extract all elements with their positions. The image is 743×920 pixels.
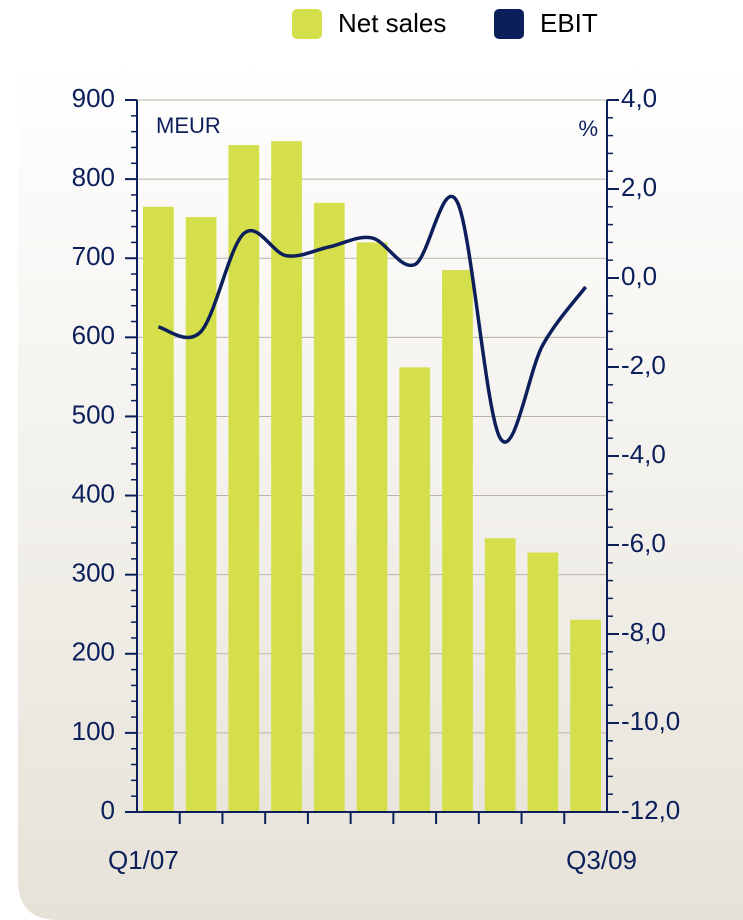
bar: [313, 202, 345, 812]
y2-tick-label: -12,0: [621, 795, 680, 825]
bar: [442, 270, 473, 813]
y2-tick-label: -2,0: [621, 350, 666, 380]
legend-label: EBIT: [540, 8, 598, 38]
y-tick-label: 400: [72, 478, 115, 508]
y-tick-label: 300: [72, 558, 115, 588]
ebit-line: [157, 194, 588, 444]
legend-swatch: [494, 9, 524, 39]
y-tick-label: 900: [72, 83, 115, 113]
legend-label: Net sales: [338, 8, 446, 38]
bar: [228, 145, 260, 813]
y-tick-label: 0: [101, 795, 115, 825]
bar: [142, 206, 174, 813]
x-tick-label: Q3/09: [566, 845, 637, 875]
y2-tick-label: 2,0: [621, 172, 657, 202]
y-tick-label: 800: [72, 162, 115, 192]
y2-tick-label: 4,0: [621, 83, 657, 113]
bar: [570, 619, 602, 812]
y2-tick-label: -8,0: [621, 617, 666, 647]
y2-unit: %: [578, 116, 598, 141]
y-tick-label: 600: [72, 320, 115, 350]
y-tick-label: 100: [72, 716, 115, 746]
y-tick-label: 200: [72, 637, 115, 667]
bar: [484, 538, 516, 812]
bar: [271, 141, 302, 813]
x-tick-label: Q1/07: [108, 845, 179, 875]
y-tick-label: 500: [72, 399, 115, 429]
bar: [399, 367, 431, 812]
y-unit: MEUR: [156, 113, 221, 138]
bar: [527, 552, 559, 812]
y2-tick-label: 0,0: [621, 261, 657, 291]
y2-tick-label: -6,0: [621, 528, 666, 558]
y-tick-label: 700: [72, 241, 115, 271]
y2-tick-label: -10,0: [621, 706, 680, 736]
legend-swatch: [292, 9, 322, 39]
bar: [356, 242, 388, 812]
y2-tick-label: -4,0: [621, 439, 666, 469]
